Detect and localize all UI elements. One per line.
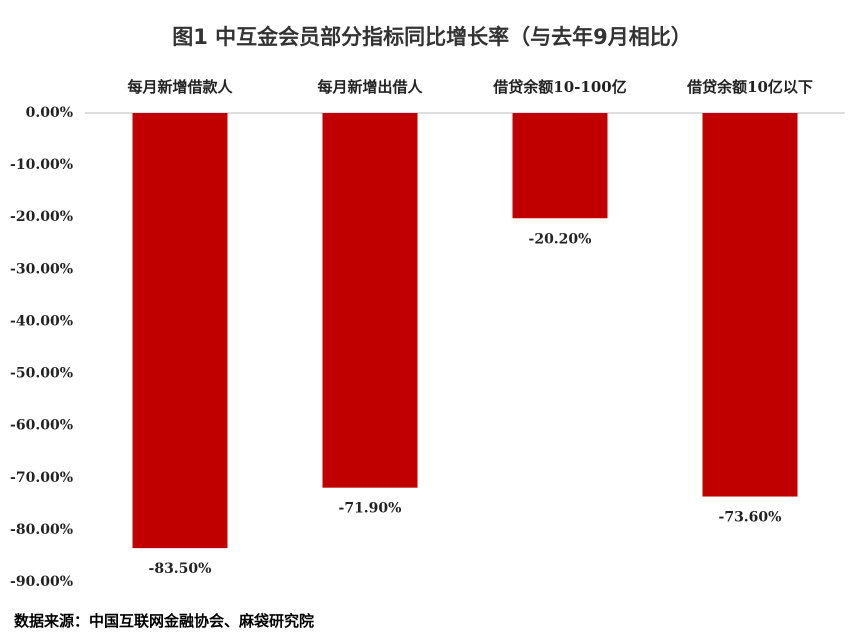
y-tick-label: -10.00% <box>10 157 73 173</box>
y-tick-label: -30.00% <box>10 261 73 277</box>
y-tick-label: -90.00% <box>10 574 73 590</box>
x-tick-label: 每月新增借款人 <box>127 78 233 96</box>
y-tick-label: -60.00% <box>10 418 73 434</box>
y-tick-label: -70.00% <box>10 470 73 486</box>
y-tick-label: -20.00% <box>10 209 73 225</box>
chart-title: 图1 中互金会员部分指标同比增长率（与去年9月相比） <box>172 25 692 49</box>
x-tick-label: 借贷余额10亿以下 <box>686 78 813 96</box>
data-label: -20.20% <box>529 231 592 247</box>
y-tick-label: -40.00% <box>10 313 73 329</box>
x-tick-label: 每月新增出借人 <box>317 78 423 96</box>
data-label: -71.90% <box>339 501 402 517</box>
bar <box>322 113 418 488</box>
data-label: -83.50% <box>149 561 212 577</box>
source-note: 数据来源：中国互联网金融协会、麻袋研究院 <box>14 612 314 630</box>
x-tick-label: 借贷余额10-100亿 <box>492 78 626 96</box>
bar <box>512 113 608 219</box>
bar <box>132 113 228 549</box>
y-tick-label: -80.00% <box>10 522 73 538</box>
data-label: -73.60% <box>719 510 782 526</box>
y-tick-label: -50.00% <box>10 366 73 382</box>
bar <box>702 113 798 497</box>
y-tick-label: 0.00% <box>26 105 73 121</box>
